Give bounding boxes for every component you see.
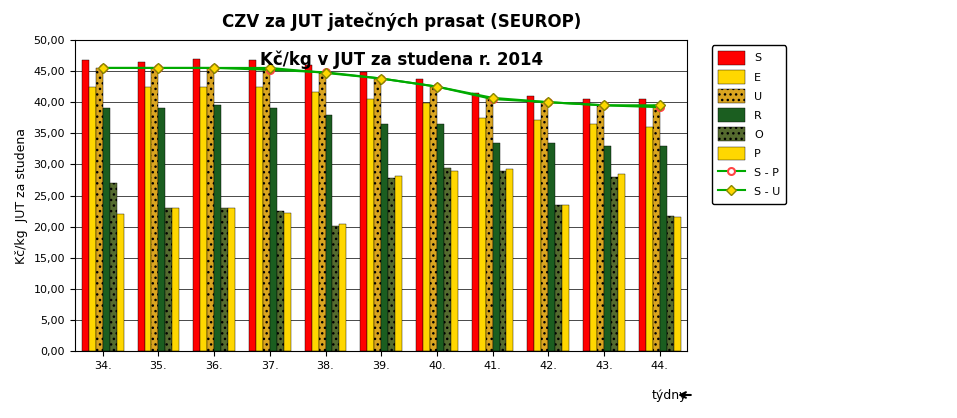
Bar: [340, 224, 346, 352]
Bar: [361, 72, 367, 352]
Bar: [590, 124, 597, 352]
S - P: [320, 70, 331, 75]
Bar: [500, 171, 506, 352]
Legend: S, E, U, R, O, P, S - P, S - U: S, E, U, R, O, P, S - P, S - U: [712, 46, 786, 204]
S - U: [264, 66, 276, 71]
Bar: [485, 98, 493, 352]
S - P: [654, 104, 665, 110]
Bar: [423, 103, 430, 352]
Bar: [207, 68, 214, 352]
Bar: [304, 65, 312, 352]
S - U: [543, 99, 554, 104]
Text: CZV za JUT jatečných prasat (SEUROP): CZV za JUT jatečných prasat (SEUROP): [222, 13, 582, 31]
Bar: [493, 143, 500, 352]
Bar: [82, 60, 89, 352]
S - U: [153, 66, 165, 71]
Bar: [437, 124, 444, 352]
Bar: [451, 171, 457, 352]
Bar: [548, 143, 555, 352]
Bar: [221, 208, 228, 352]
Bar: [214, 105, 221, 352]
S - U: [487, 95, 499, 100]
Bar: [638, 99, 646, 352]
Bar: [667, 216, 674, 352]
Bar: [478, 118, 485, 352]
Bar: [332, 226, 340, 352]
Y-axis label: Kč/kg  JUT za studena: Kč/kg JUT za studena: [15, 127, 28, 264]
Bar: [145, 87, 151, 352]
S - P: [598, 103, 610, 108]
Bar: [312, 92, 319, 352]
Bar: [256, 87, 263, 352]
Bar: [200, 87, 207, 352]
Bar: [674, 217, 680, 352]
Text: týdny: týdny: [652, 389, 687, 402]
S - P: [97, 66, 108, 71]
Bar: [249, 60, 256, 352]
S - P: [432, 84, 443, 89]
Bar: [506, 169, 514, 352]
Bar: [416, 79, 423, 352]
S - P: [487, 97, 499, 102]
S - P: [375, 76, 387, 81]
S - U: [320, 70, 331, 75]
S - U: [432, 84, 443, 89]
Bar: [166, 208, 172, 352]
S - P: [264, 67, 276, 72]
Bar: [653, 105, 659, 352]
Line: S - U: S - U: [100, 64, 663, 109]
Bar: [319, 73, 325, 352]
Bar: [611, 177, 618, 352]
S - U: [375, 76, 387, 81]
Bar: [270, 108, 277, 352]
Bar: [159, 108, 166, 352]
Bar: [102, 108, 110, 352]
Bar: [283, 213, 291, 352]
Bar: [527, 96, 534, 352]
S - U: [97, 66, 108, 71]
Bar: [555, 205, 562, 352]
Bar: [381, 124, 389, 352]
Bar: [228, 208, 235, 352]
Bar: [325, 115, 332, 352]
Bar: [659, 146, 667, 352]
Bar: [193, 59, 200, 352]
Bar: [138, 62, 145, 352]
Bar: [430, 87, 437, 352]
Bar: [618, 174, 625, 352]
Bar: [472, 93, 478, 352]
Bar: [604, 146, 611, 352]
S - U: [654, 103, 665, 108]
S - P: [543, 99, 554, 104]
S - P: [153, 66, 165, 71]
Bar: [110, 183, 117, 352]
Bar: [646, 127, 653, 352]
Bar: [263, 68, 270, 352]
Text: Kč/kg v JUT za studena r. 2014: Kč/kg v JUT za studena r. 2014: [260, 50, 544, 69]
Bar: [389, 178, 395, 352]
Bar: [374, 79, 381, 352]
S - U: [209, 66, 220, 71]
Bar: [117, 214, 123, 352]
Bar: [534, 120, 542, 352]
Bar: [395, 176, 402, 352]
Bar: [172, 208, 179, 352]
Bar: [444, 168, 451, 352]
S - U: [598, 103, 610, 108]
Line: S - P: S - P: [100, 64, 663, 111]
Bar: [542, 102, 548, 352]
S - P: [209, 66, 220, 71]
Bar: [583, 99, 590, 352]
Bar: [562, 205, 569, 352]
Bar: [367, 99, 374, 352]
Bar: [89, 87, 96, 352]
Bar: [277, 211, 283, 352]
Bar: [597, 105, 604, 352]
Bar: [96, 68, 102, 352]
Bar: [151, 68, 159, 352]
